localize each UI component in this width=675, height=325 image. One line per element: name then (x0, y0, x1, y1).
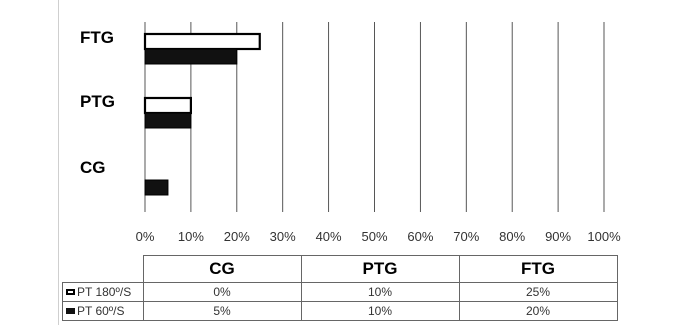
x-tick-label: 30% (270, 229, 296, 244)
bar-chart: 0% 10% 20% 30% 40% 50% 60% 70% 80% 90% 100% FTG PTG C… (80, 22, 621, 244)
x-tick-label: 100% (587, 229, 621, 244)
table-corner-cell (62, 255, 144, 283)
legend-row-label: PT 180º/S (62, 282, 144, 302)
x-tick-label: 0% (136, 229, 155, 244)
x-tick-label: 40% (316, 229, 342, 244)
legend-swatch-black (66, 308, 75, 314)
bar-pt60 (144, 48, 238, 65)
x-tick-label: 90% (545, 229, 571, 244)
x-tick-label: 20% (224, 229, 250, 244)
table-cell: 5% (142, 301, 302, 321)
bar-pt180 (143, 32, 261, 51)
table-row: PT 180º/S 0% 10% 25% (62, 282, 618, 302)
table-header-row: CG PTG FTG (62, 255, 618, 283)
legend-label: PT 60º/S (77, 304, 125, 318)
table-header-ftg: FTG (458, 255, 618, 283)
bar-pt180 (143, 96, 193, 115)
data-table: CG PTG FTG PT 180º/S 0% 10% 25% PT 60º/S… (62, 255, 618, 321)
x-tick-label: 80% (499, 229, 525, 244)
table-header-cg: CG (142, 255, 302, 283)
figure-frame (58, 0, 675, 325)
table-row: PT 60º/S 5% 10% 20% (62, 301, 618, 321)
table-cell: 0% (142, 282, 302, 302)
category-label: FTG (80, 28, 114, 47)
table-cell: 20% (458, 301, 618, 321)
table-cell: 10% (300, 301, 460, 321)
x-tick-label: 50% (361, 229, 387, 244)
bar-pt60 (144, 179, 169, 196)
legend-swatch-white (66, 289, 75, 295)
x-tick-label: 70% (453, 229, 479, 244)
x-tick-label: 10% (178, 229, 204, 244)
table-cell: 10% (300, 282, 460, 302)
category-label: CG (80, 158, 106, 177)
x-tick-label: 60% (407, 229, 433, 244)
table-cell: 25% (458, 282, 618, 302)
legend-label: PT 180º/S (77, 285, 132, 299)
bar-pt60 (144, 112, 192, 129)
legend-row-label: PT 60º/S (62, 301, 144, 321)
table-header-ptg: PTG (300, 255, 460, 283)
category-label: PTG (80, 92, 115, 111)
